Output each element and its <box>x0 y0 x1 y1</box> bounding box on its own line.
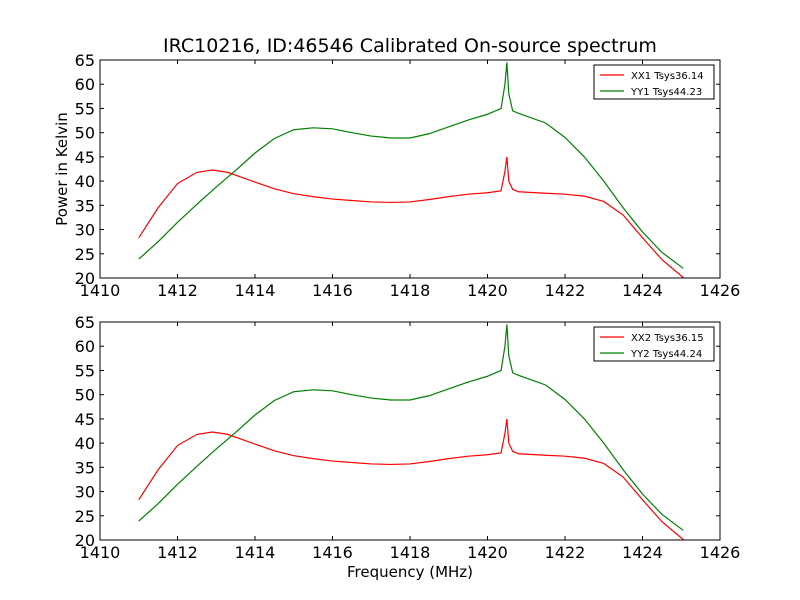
top-y-axis-label: Power in Kelvin <box>53 112 71 226</box>
top-xtick-label: 1422 <box>545 281 586 300</box>
bottom-ytick-label: 30 <box>75 483 95 502</box>
top-legend: XX1 Tsys36.14 YY1 Tsys44.23 <box>593 64 715 100</box>
bottom-legend-box <box>593 326 715 362</box>
top-legend-label: XX1 Tsys36.14 <box>631 71 704 82</box>
bottom-ytick-label: 40 <box>75 434 95 453</box>
top-xtick-label: 1418 <box>390 281 431 300</box>
top-xtick-label: 1412 <box>157 281 198 300</box>
top-series-line-yy1 <box>138 62 684 269</box>
bottom-xtick-label: 1420 <box>467 543 508 562</box>
bottom-ytick-label: 50 <box>75 386 95 405</box>
bottom-ytick-label: 25 <box>75 507 95 526</box>
bottom-ytick-label: 35 <box>75 458 95 477</box>
top-legend-label: YY1 Tsys44.23 <box>630 87 702 98</box>
top-ytick-label: 20 <box>75 269 95 288</box>
bottom-ytick-label: 45 <box>75 410 95 429</box>
top-xtick-label: 1424 <box>622 281 663 300</box>
bottom-xtick-label: 1416 <box>312 543 353 562</box>
bottom-ytick-label: 60 <box>75 337 95 356</box>
bottom-ytick-label: 65 <box>75 313 95 332</box>
bottom-ytick-label: 20 <box>75 531 95 550</box>
bottom-legend-label: YY2 Tsys44.24 <box>630 349 702 360</box>
bottom-xtick-label: 1424 <box>622 543 663 562</box>
top-xtick-label: 1414 <box>235 281 276 300</box>
top-ytick-label: 25 <box>75 245 95 264</box>
top-xtick-label: 1426 <box>700 281 741 300</box>
top-ytick-label: 60 <box>75 75 95 94</box>
top-ytick-label: 55 <box>75 99 95 118</box>
bottom-series-line-xx2 <box>138 418 684 540</box>
top-legend-box <box>593 64 715 100</box>
top-ytick-label: 50 <box>75 124 95 143</box>
bottom-xtick-label: 1412 <box>157 543 198 562</box>
top-ytick-label: 65 <box>75 51 95 70</box>
top-chart-title: IRC10216, ID:46546 Calibrated On-source … <box>163 35 657 57</box>
bottom-subplot: 1410 1412 1414 1416 1418 1420 1422 1424 1426 20 25… <box>75 313 741 581</box>
bottom-xtick-label: 1410 <box>80 543 121 562</box>
bottom-series-line-yy2 <box>138 324 684 531</box>
top-ytick-label: 30 <box>75 221 95 240</box>
top-ytick-label: 35 <box>75 196 95 215</box>
top-subplot: 1410 1412 1414 1416 1418 1420 1422 1424 1426 20 25… <box>53 35 740 300</box>
top-xtick-label: 1420 <box>467 281 508 300</box>
bottom-legend: XX2 Tsys36.15 YY2 Tsys44.24 <box>593 326 715 362</box>
top-xtick-label: 1410 <box>80 281 121 300</box>
bottom-xtick-label: 1418 <box>390 543 431 562</box>
bottom-x-axis-label: Frequency (MHz) <box>347 563 473 581</box>
top-xtick-label: 1416 <box>312 281 353 300</box>
bottom-ytick-label: 55 <box>75 361 95 380</box>
top-series-line-xx1 <box>138 156 684 278</box>
top-ytick-label: 40 <box>75 172 95 191</box>
bottom-legend-label: XX2 Tsys36.15 <box>631 333 704 344</box>
bottom-xtick-label: 1414 <box>235 543 276 562</box>
bottom-xtick-label: 1422 <box>545 543 586 562</box>
bottom-xtick-label: 1426 <box>700 543 741 562</box>
top-ytick-label: 45 <box>75 148 95 167</box>
